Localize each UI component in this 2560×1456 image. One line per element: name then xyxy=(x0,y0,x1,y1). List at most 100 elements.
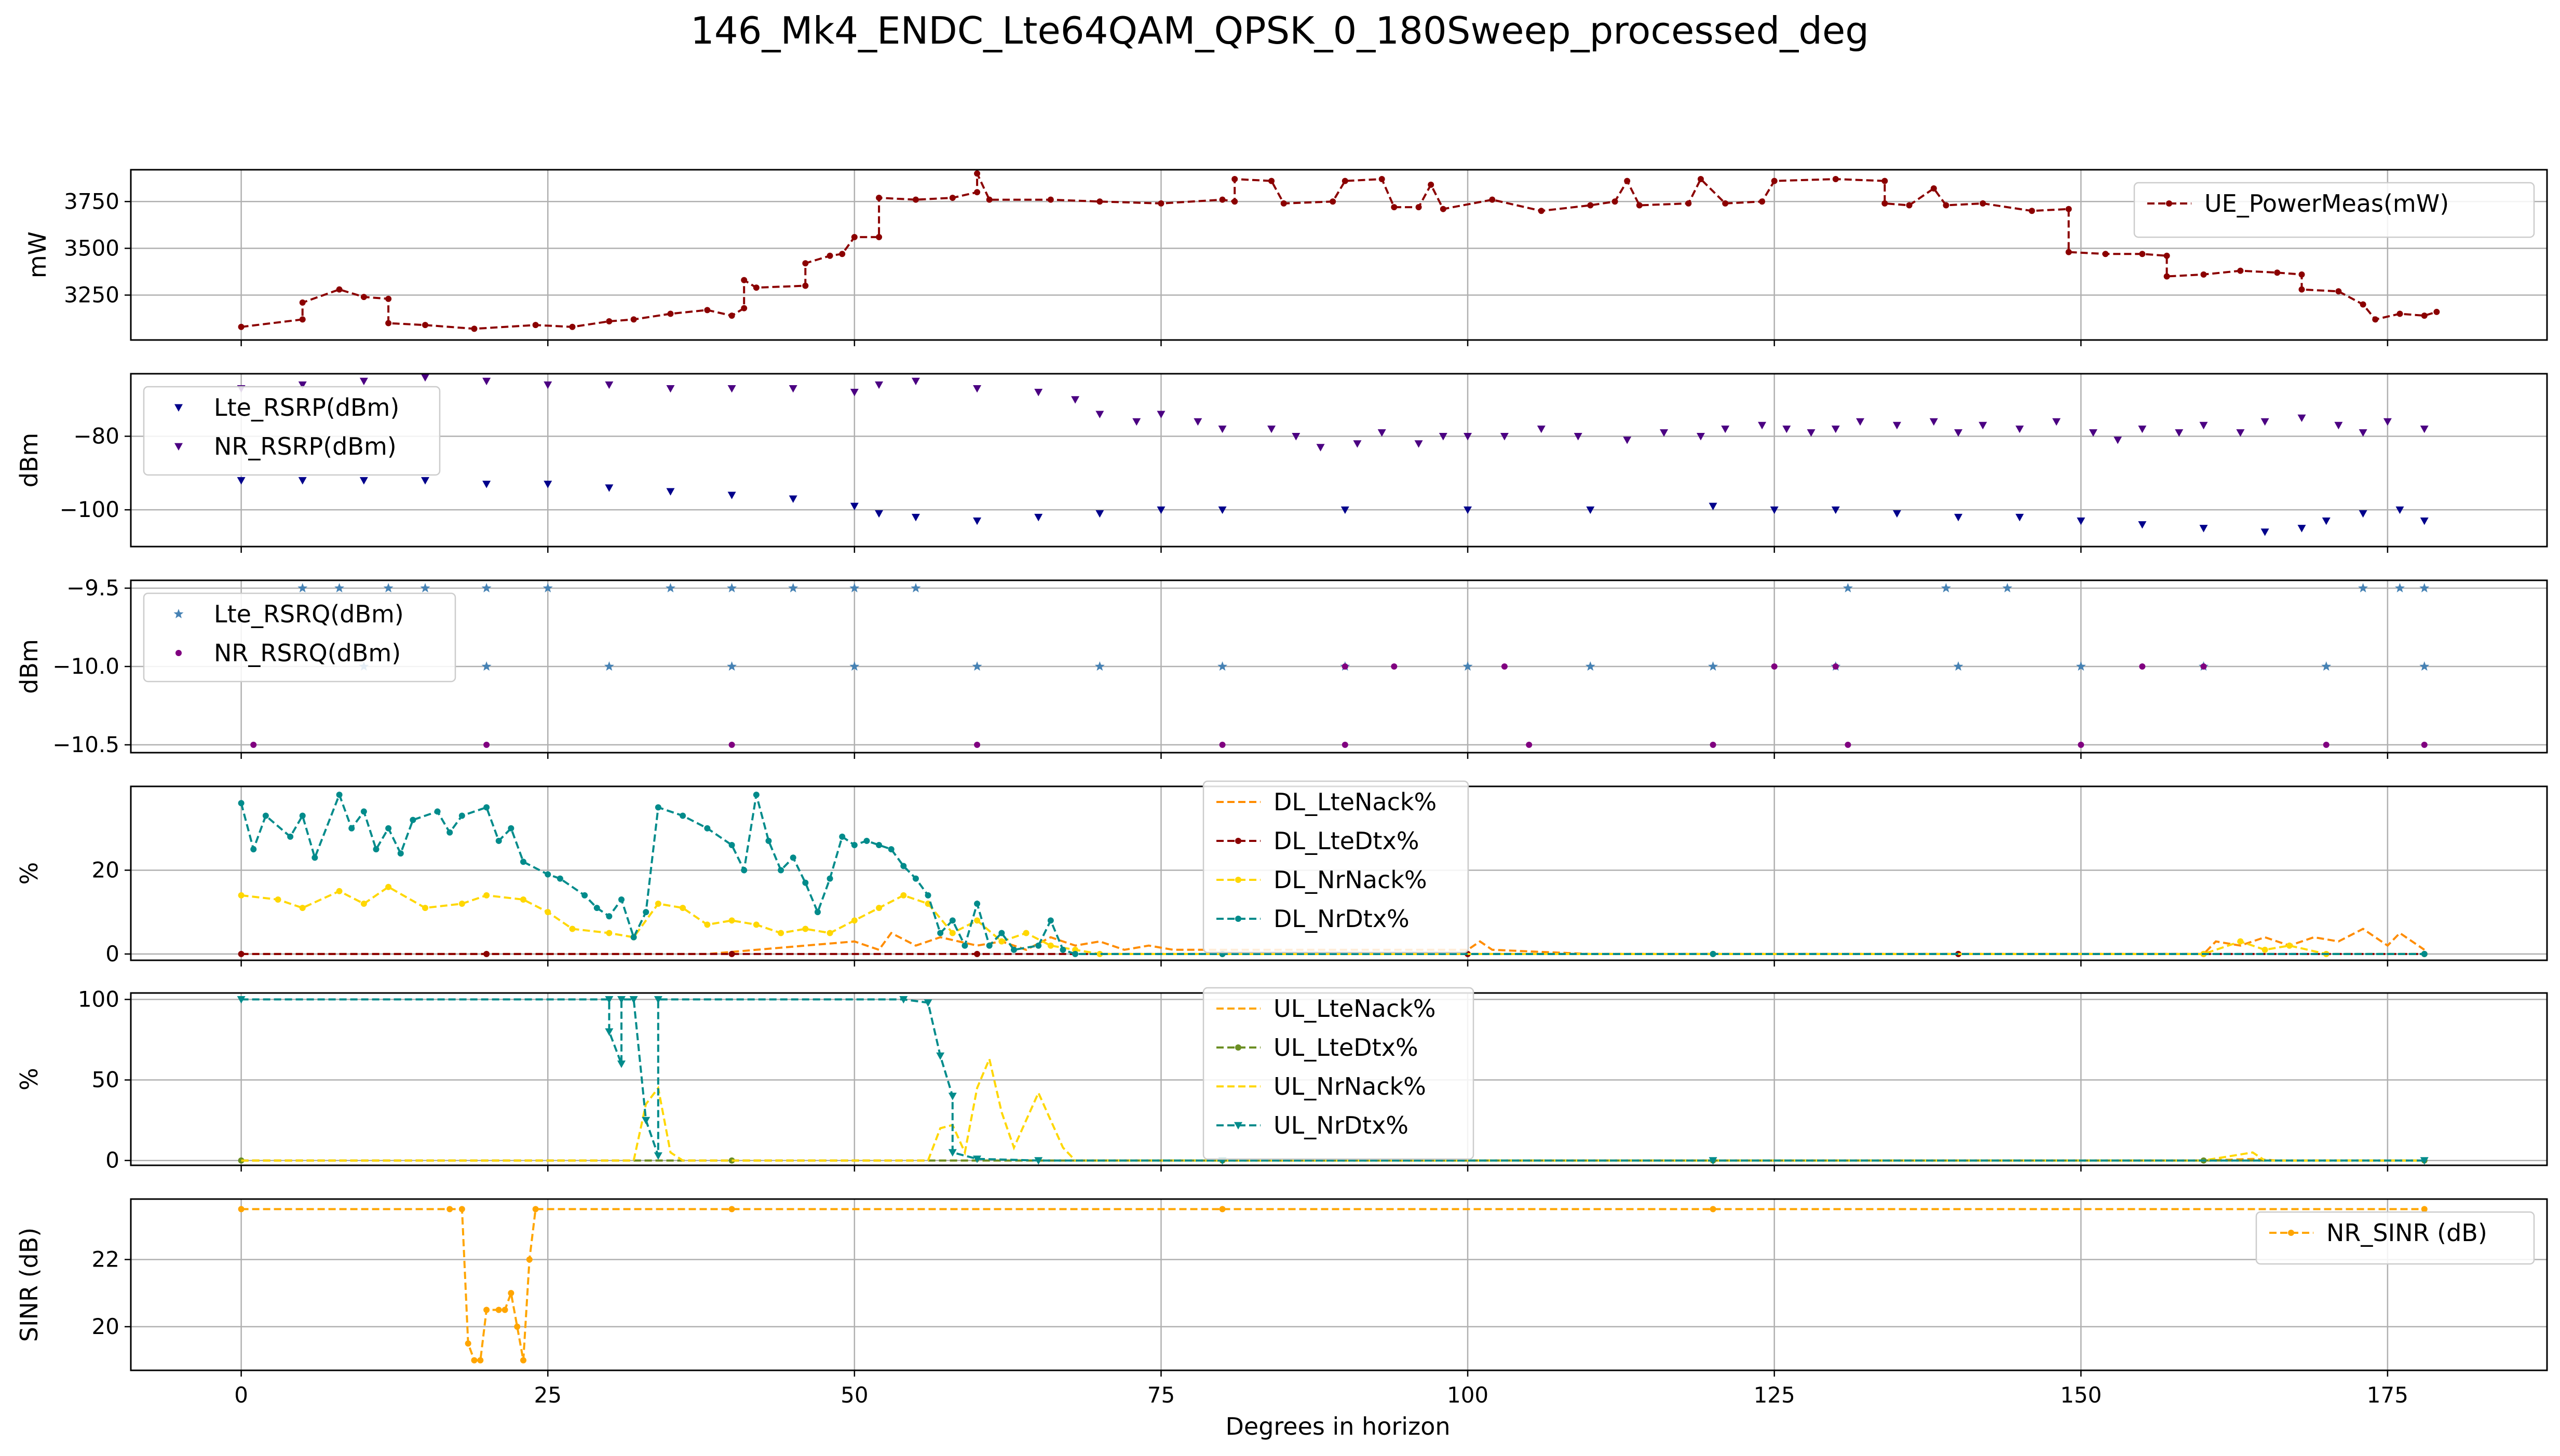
series-line xyxy=(241,173,2437,330)
data-point xyxy=(875,510,884,518)
data-point xyxy=(2358,583,2368,593)
data-point xyxy=(1342,663,1348,670)
data-point xyxy=(666,385,675,393)
data-point xyxy=(238,323,245,330)
y-tick-label: 3750 xyxy=(64,188,119,214)
legend-label: UL_LteDtx% xyxy=(1274,1033,1418,1062)
legend: DL_LteNack% DL_LteDtx% DL_NrNack% DL_NrDtx% xyxy=(1202,780,1469,954)
data-point xyxy=(1685,200,1692,207)
y-tick-label: 3250 xyxy=(64,282,119,307)
data-point xyxy=(617,996,626,1004)
data-point xyxy=(1219,741,1226,748)
data-point xyxy=(974,950,981,957)
data-point xyxy=(936,1052,945,1060)
data-point xyxy=(1660,429,1669,437)
legend-box xyxy=(2133,182,2535,238)
data-point xyxy=(1954,429,1963,437)
data-point xyxy=(2028,208,2035,214)
data-point xyxy=(814,909,821,916)
data-point xyxy=(850,389,859,397)
data-point xyxy=(532,1206,539,1213)
series-line xyxy=(240,792,2424,955)
data-point xyxy=(789,385,797,393)
data-point xyxy=(655,804,661,811)
data-point xyxy=(850,502,859,511)
data-point xyxy=(2298,271,2305,278)
legend-marker xyxy=(1235,1044,1241,1051)
data-point xyxy=(1231,198,1238,205)
data-point xyxy=(1906,202,1913,209)
data-point xyxy=(876,234,883,240)
y-tick-label: −10.5 xyxy=(52,732,119,757)
legend-box xyxy=(143,386,441,476)
legend-label: DL_LteNack% xyxy=(1274,788,1437,816)
legend-label: UL_NrNack% xyxy=(1274,1072,1426,1100)
series-line xyxy=(241,1208,2424,1362)
data-point xyxy=(1489,196,1496,203)
data-point xyxy=(2286,942,2293,949)
data-point xyxy=(2421,312,2428,319)
data-point xyxy=(728,950,735,957)
series-4 xyxy=(238,792,2428,957)
data-point xyxy=(973,518,982,525)
legend-label: DL_LteDtx% xyxy=(1274,827,1419,855)
series-1 xyxy=(297,583,2430,671)
data-point xyxy=(2298,286,2305,293)
legend-label: Lte_RSRQ(dBm) xyxy=(214,600,404,628)
data-point xyxy=(2163,273,2170,280)
y-tick-label: 3500 xyxy=(64,235,119,261)
subplot-2: −100 −80 dBm Lte_RSRP(dBm) NR_RSRP(dBm) xyxy=(15,373,2548,553)
data-point xyxy=(397,850,404,857)
data-point xyxy=(434,808,441,815)
data-point xyxy=(900,863,907,869)
data-point xyxy=(973,1155,982,1163)
data-point xyxy=(569,323,576,330)
data-point xyxy=(2065,249,2072,255)
x-axis-label: Degrees in horizon xyxy=(1225,1412,1450,1440)
data-point xyxy=(986,942,993,949)
axes-frame xyxy=(130,373,2548,548)
data-point xyxy=(1047,196,1054,203)
data-point xyxy=(1010,946,1017,953)
legend-marker xyxy=(1234,1122,1242,1130)
data-point xyxy=(1980,200,1986,207)
data-point xyxy=(1501,663,1508,670)
data-point xyxy=(1219,1206,1226,1213)
data-point xyxy=(728,842,735,849)
data-point xyxy=(924,999,932,1007)
data-point xyxy=(1526,741,1533,748)
legend-label: DL_NrNack% xyxy=(1274,866,1427,894)
data-point xyxy=(606,913,613,920)
data-point xyxy=(421,477,429,485)
data-point xyxy=(778,930,784,936)
y-tick-label: 0 xyxy=(105,941,119,967)
data-point xyxy=(2237,267,2244,274)
data-point xyxy=(2260,418,2269,426)
data-point xyxy=(949,917,956,924)
data-point xyxy=(1428,181,1434,188)
data-point xyxy=(1831,425,1840,433)
figure-title: 146_Mk4_ENDC_Lte64QAM_QPSK_0_180Sweep_pr… xyxy=(690,9,1869,52)
data-point xyxy=(802,926,809,932)
data-point xyxy=(1537,425,1546,433)
data-point xyxy=(778,867,784,874)
data-point xyxy=(2102,251,2109,257)
data-point xyxy=(863,837,870,844)
data-point xyxy=(1342,178,1348,184)
data-point xyxy=(1462,661,1473,671)
data-point xyxy=(299,905,306,911)
data-point xyxy=(420,583,430,593)
data-point xyxy=(336,792,343,798)
data-point xyxy=(1072,950,1079,957)
data-point xyxy=(1071,396,1080,404)
series-1 xyxy=(238,170,2440,332)
data-point xyxy=(1415,204,1422,211)
data-point xyxy=(2175,429,2184,437)
data-point xyxy=(753,792,760,798)
data-point xyxy=(298,381,307,389)
data-point xyxy=(666,488,675,496)
legend-marker xyxy=(1235,877,1241,883)
data-point xyxy=(544,481,552,488)
data-point xyxy=(1157,411,1166,418)
data-point xyxy=(680,905,686,911)
